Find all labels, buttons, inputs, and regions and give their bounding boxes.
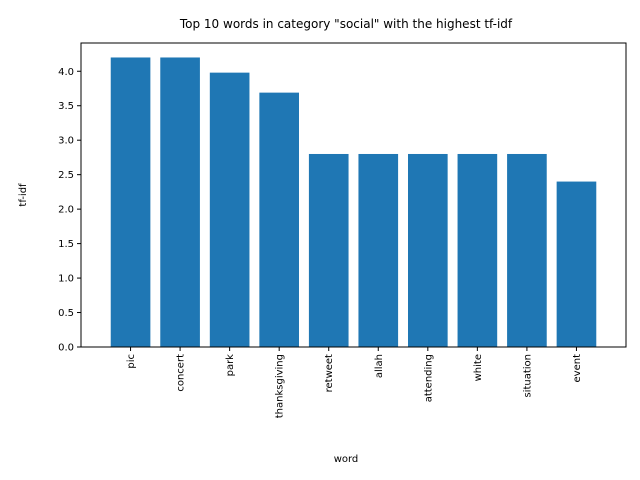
x-axis-ticks: pic concert park thanksgiving retweet allah at… xyxy=(126,347,583,418)
x-axis-title: word xyxy=(334,454,359,465)
bar-white xyxy=(457,153,498,347)
bar-concert xyxy=(160,57,200,347)
chart-title: Top 10 words in category "social" with t… xyxy=(179,17,513,31)
y-tick-label: 2.5 xyxy=(58,170,74,181)
y-tick-label: 1.0 xyxy=(58,274,74,285)
x-tick-label: attending xyxy=(423,354,434,402)
bar-retweet xyxy=(308,153,349,347)
y-tick-label: 4.0 xyxy=(58,67,74,78)
y-tick-label: 0.5 xyxy=(58,308,74,319)
y-tick-label: 0.0 xyxy=(58,343,74,354)
bars-group xyxy=(110,57,597,347)
bar-pic xyxy=(110,57,151,347)
plot-area-frame xyxy=(80,42,627,348)
bar-situation xyxy=(507,153,547,347)
y-axis-title: tf-idf xyxy=(18,183,29,207)
y-tick-label: 3.5 xyxy=(58,101,74,112)
bar-thanksgiving xyxy=(259,92,299,347)
x-tick-label: park xyxy=(225,354,236,377)
bar-attending xyxy=(408,153,448,347)
bar-park xyxy=(209,72,250,347)
x-tick-label: retweet xyxy=(324,354,335,392)
y-axis-ticks: 0.0 0.5 1.0 1.5 2.0 2.5 3.0 3.5 4.0 xyxy=(58,67,81,354)
x-tick-label: concert xyxy=(176,354,187,392)
bar-allah xyxy=(358,153,399,347)
x-tick-label: thanksgiving xyxy=(275,354,286,418)
x-tick-label: allah xyxy=(374,354,385,378)
y-tick-label: 3.0 xyxy=(58,136,74,147)
x-tick-label: white xyxy=(473,354,484,381)
y-tick-label: 1.5 xyxy=(58,239,74,250)
y-tick-label: 2.0 xyxy=(58,205,74,216)
x-tick-label: situation xyxy=(522,354,533,398)
x-tick-label: pic xyxy=(126,354,137,369)
x-tick-label: event xyxy=(572,354,583,383)
bar-event xyxy=(556,181,597,347)
